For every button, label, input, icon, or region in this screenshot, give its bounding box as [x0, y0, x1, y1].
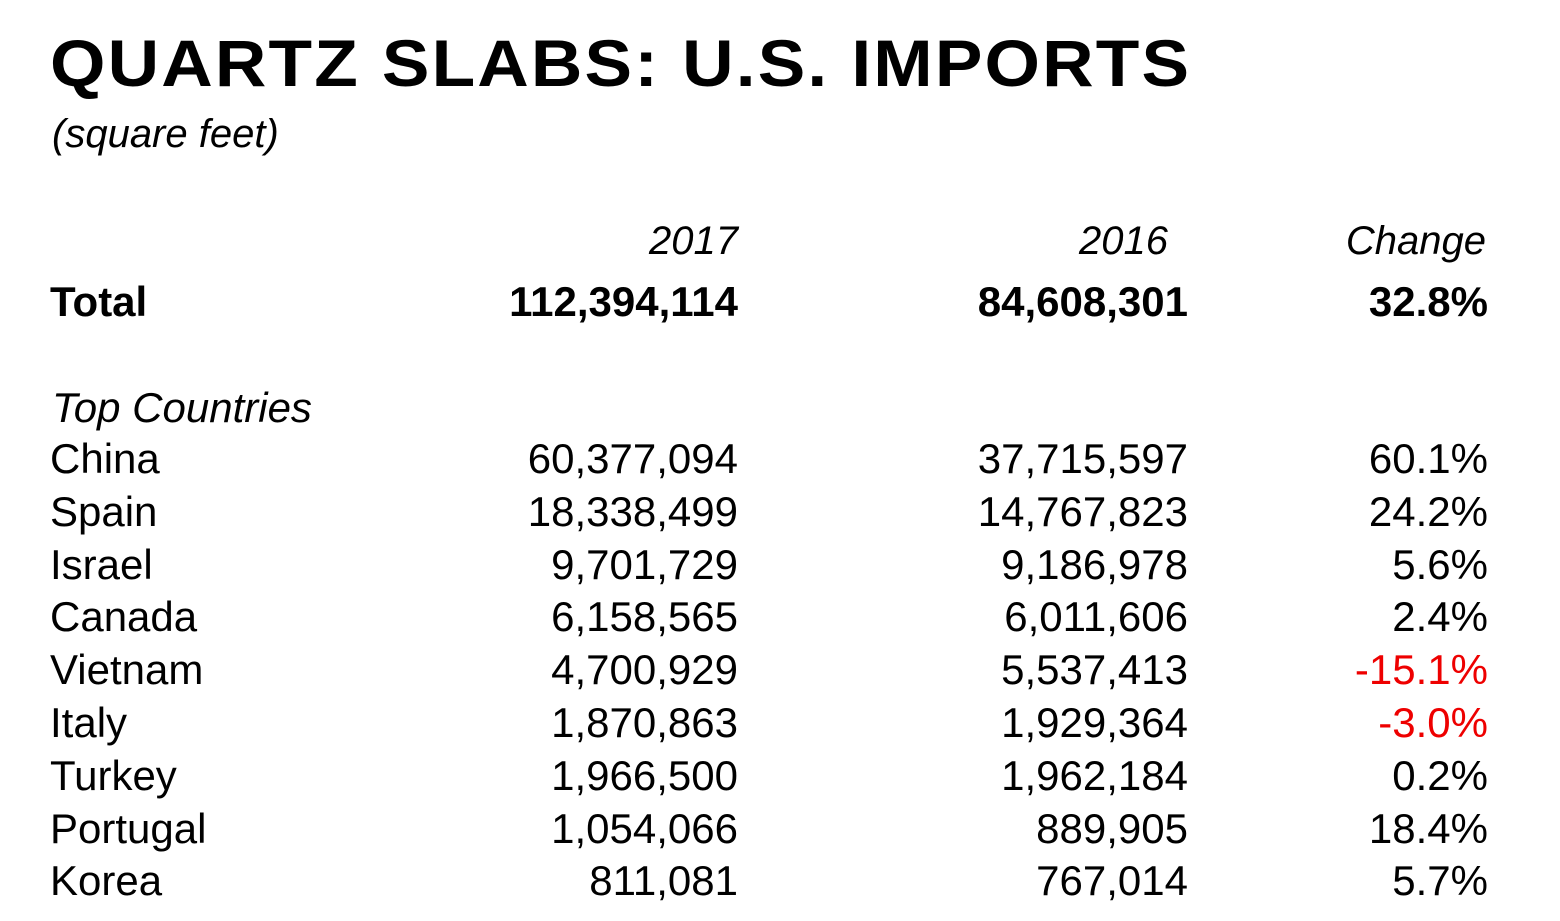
cell: 9,701,729	[551, 540, 738, 588]
cell: -15.1%	[1354, 646, 1488, 694]
cell: 2.4%	[1392, 593, 1488, 641]
row-label: China	[50, 435, 160, 482]
row-label: Vietnam	[50, 646, 204, 694]
column-header: Change	[1345, 219, 1486, 263]
cell: -3.0%	[1378, 699, 1488, 746]
cell: 37,715,597	[977, 435, 1188, 482]
cell: 1,962,184	[1001, 751, 1188, 799]
cell: 5.7%	[1392, 857, 1488, 905]
cell: 6,158,565	[551, 593, 738, 641]
cell: 60.1%	[1368, 435, 1488, 482]
row-label: Spain	[50, 487, 158, 535]
column-header: 2016	[1079, 219, 1168, 263]
cell: 5.6%	[1392, 540, 1488, 588]
cell: 84,608,301	[977, 278, 1188, 325]
row-label: Korea	[50, 857, 163, 905]
section-label: Top Countries	[52, 384, 312, 431]
cell: 32.8%	[1368, 278, 1488, 325]
subtitle: (square feet)	[52, 112, 279, 156]
cell: 18,338,499	[527, 487, 738, 535]
cell: 14,767,823	[977, 487, 1188, 535]
cell: 9,186,978	[1001, 540, 1188, 588]
cell: 767,014	[1036, 857, 1188, 905]
cell: 4,700,929	[551, 646, 738, 694]
cell: 1,870,863	[551, 699, 738, 746]
cell: 60,377,094	[527, 435, 738, 482]
cell: 811,081	[589, 857, 738, 905]
row-label: Canada	[50, 593, 198, 641]
cell: 0.2%	[1392, 751, 1488, 799]
row-label: Turkey	[50, 751, 177, 799]
row-label: Israel	[50, 540, 153, 588]
title: QUARTZ SLABS: U.S. IMPORTS	[50, 26, 1192, 100]
row-label: Total	[50, 278, 148, 325]
cell: 112,394,114	[509, 278, 738, 325]
cell: 6,011,606	[1004, 593, 1188, 641]
cell: 1,929,364	[1001, 699, 1188, 746]
cell: 1,054,066	[551, 804, 738, 852]
cell: 18.4%	[1368, 804, 1488, 852]
cell: 24.2%	[1368, 487, 1488, 535]
row-label: Italy	[50, 699, 128, 746]
cell: 889,905	[1036, 804, 1188, 852]
column-header: 2017	[649, 219, 738, 263]
cell: 5,537,413	[1001, 646, 1188, 694]
cell: 1,966,500	[551, 751, 738, 799]
row-label: Portugal	[50, 804, 207, 852]
